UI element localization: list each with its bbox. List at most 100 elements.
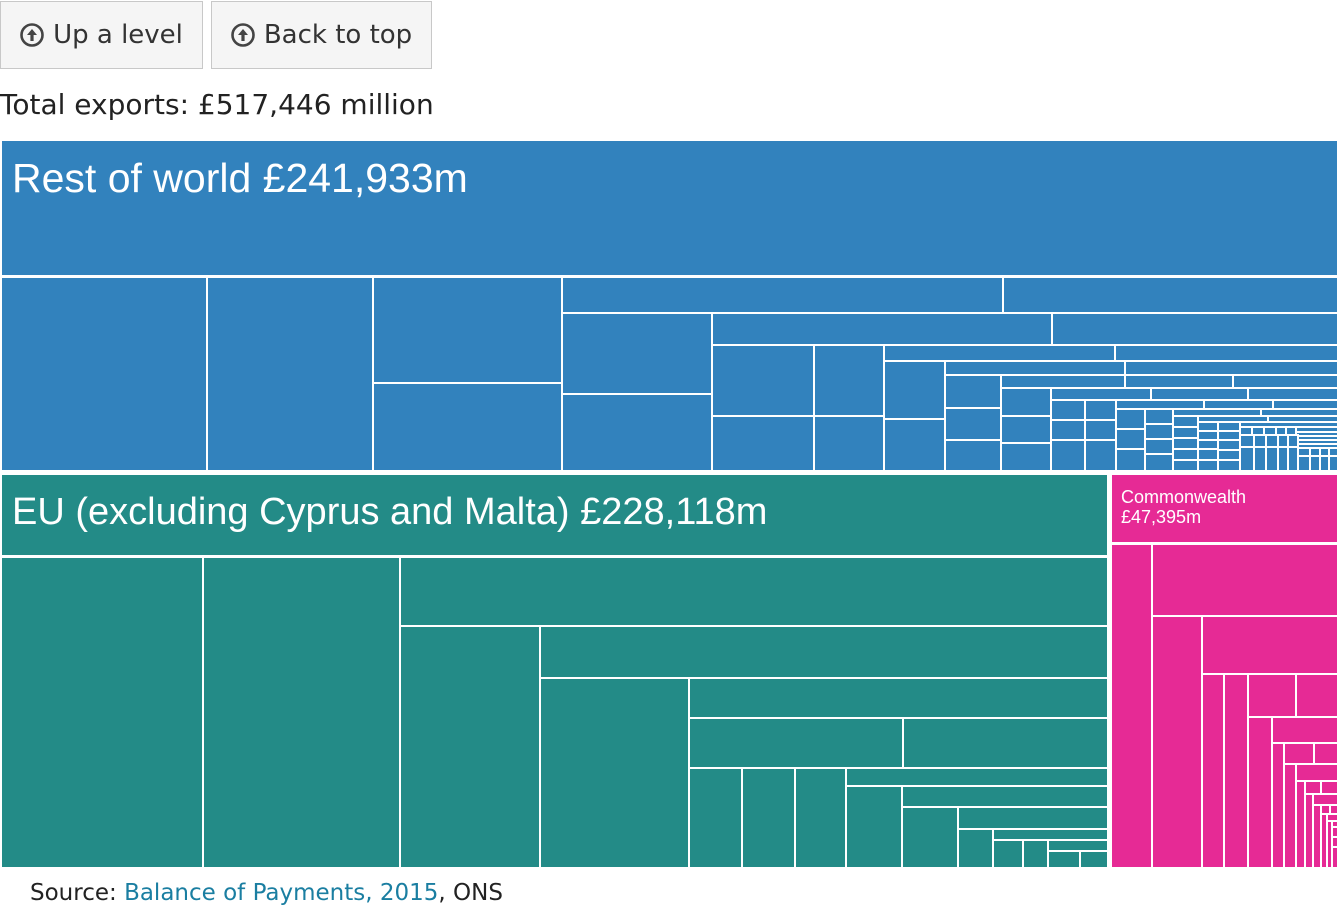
tile-commonwealth-4[interactable] — [1201, 673, 1225, 869]
tile-rest-of-world-79[interactable] — [1287, 434, 1299, 448]
back-to-top-button[interactable]: Back to top — [211, 1, 432, 69]
tile-rest-of-world-43[interactable] — [1115, 448, 1146, 472]
tile-rest-of-world-89[interactable] — [1309, 447, 1321, 457]
tile-rest-of-world-31[interactable] — [1247, 387, 1338, 401]
tile-rest-of-world-12[interactable] — [813, 344, 885, 417]
tile-commonwealth-29[interactable] — [1331, 846, 1338, 869]
tile-rest-of-world-76[interactable] — [1253, 434, 1267, 448]
tile-rest-of-world-38[interactable] — [1115, 399, 1205, 410]
tile-rest-of-world-52[interactable] — [1172, 437, 1199, 450]
treemap-group-eu[interactable] — [0, 473, 1109, 869]
tile-rest-of-world-87[interactable] — [1287, 446, 1299, 472]
tile-rest-of-world-78[interactable] — [1277, 434, 1289, 448]
tile-rest-of-world-23[interactable] — [1000, 374, 1126, 389]
tile-commonwealth-17[interactable] — [1320, 780, 1338, 795]
tile-commonwealth-3[interactable] — [1201, 615, 1338, 675]
tile-rest-of-world-16[interactable] — [883, 360, 946, 420]
tile-rest-of-world-95[interactable] — [1328, 455, 1338, 472]
tile-eu-13[interactable] — [845, 785, 903, 869]
tile-rest-of-world-51[interactable] — [1172, 426, 1199, 439]
tile-rest-of-world-15[interactable] — [1114, 344, 1338, 362]
tile-eu-2[interactable] — [399, 556, 1109, 627]
tile-commonwealth-9[interactable] — [1271, 716, 1338, 744]
tile-commonwealth-0[interactable] — [1110, 543, 1153, 869]
tile-rest-of-world-62[interactable] — [1217, 421, 1241, 432]
tile-eu-8[interactable] — [902, 717, 1109, 769]
tile-eu-14[interactable] — [901, 785, 1109, 808]
tile-rest-of-world-53[interactable] — [1172, 448, 1199, 461]
tile-rest-of-world-29[interactable] — [1050, 387, 1152, 401]
tile-rest-of-world-85[interactable] — [1265, 446, 1279, 472]
tile-rest-of-world-11[interactable] — [711, 415, 815, 472]
tile-rest-of-world-69[interactable] — [1251, 426, 1265, 436]
tile-commonwealth-22[interactable] — [1329, 804, 1338, 815]
tile-commonwealth-15[interactable] — [1295, 780, 1306, 869]
tile-rest-of-world-49[interactable] — [1260, 408, 1338, 417]
tile-rest-of-world-58[interactable] — [1197, 430, 1219, 441]
tile-rest-of-world-71[interactable] — [1275, 426, 1287, 436]
tile-rest-of-world-61[interactable] — [1197, 459, 1219, 472]
tile-eu-3[interactable] — [399, 625, 541, 869]
tile-rest-of-world-88[interactable] — [1297, 447, 1311, 457]
tile-rest-of-world-36[interactable] — [1050, 439, 1086, 472]
tile-rest-of-world-33[interactable] — [1084, 399, 1117, 421]
tile-rest-of-world-19[interactable] — [1124, 360, 1338, 376]
tile-rest-of-world-90[interactable] — [1319, 447, 1330, 457]
tile-eu-23[interactable] — [1079, 850, 1109, 869]
tile-rest-of-world-24[interactable] — [1124, 374, 1234, 389]
tile-rest-of-world-92[interactable] — [1297, 455, 1311, 472]
up-a-level-button[interactable]: Up a level — [0, 1, 203, 69]
tile-rest-of-world-64[interactable] — [1217, 439, 1241, 451]
tile-rest-of-world-68[interactable] — [1239, 426, 1253, 436]
tile-rest-of-world-2[interactable] — [372, 276, 563, 384]
tile-commonwealth-1[interactable] — [1151, 543, 1338, 617]
tile-rest-of-world-37[interactable] — [1084, 439, 1117, 472]
tile-rest-of-world-39[interactable] — [1203, 399, 1274, 410]
tile-commonwealth-10[interactable] — [1271, 742, 1285, 869]
tile-rest-of-world-57[interactable] — [1197, 421, 1219, 432]
tile-rest-of-world-17[interactable] — [883, 418, 946, 472]
tile-commonwealth-11[interactable] — [1283, 742, 1315, 765]
tile-rest-of-world-1[interactable] — [206, 276, 374, 472]
tile-rest-of-world-32[interactable] — [1050, 399, 1086, 421]
tile-rest-of-world-54[interactable] — [1172, 459, 1199, 472]
tile-commonwealth-13[interactable] — [1283, 763, 1297, 869]
tile-rest-of-world-27[interactable] — [1000, 415, 1052, 444]
tile-eu-20[interactable] — [1022, 839, 1049, 869]
tile-rest-of-world-60[interactable] — [1197, 448, 1219, 461]
tile-rest-of-world-5[interactable] — [1002, 276, 1338, 314]
tile-rest-of-world-3[interactable] — [372, 382, 563, 472]
tile-rest-of-world-42[interactable] — [1115, 428, 1146, 450]
tile-eu-10[interactable] — [741, 767, 796, 869]
tile-rest-of-world-25[interactable] — [1232, 374, 1338, 389]
tile-rest-of-world-10[interactable] — [711, 344, 815, 417]
tile-commonwealth-28[interactable] — [1331, 836, 1338, 848]
tile-rest-of-world-9[interactable] — [1051, 312, 1338, 346]
tile-eu-6[interactable] — [688, 677, 1109, 719]
tile-eu-header[interactable] — [0, 473, 1109, 557]
tile-eu-12[interactable] — [845, 767, 1109, 787]
tile-rest-of-world-94[interactable] — [1319, 455, 1330, 472]
tile-eu-16[interactable] — [957, 806, 1109, 830]
tile-eu-5[interactable] — [539, 677, 690, 869]
tile-rest-of-world-14[interactable] — [883, 344, 1116, 362]
tile-rest-of-world-22[interactable] — [944, 439, 1002, 472]
tile-rest-of-world-8[interactable] — [711, 312, 1053, 346]
tile-rest-of-world-63[interactable] — [1217, 430, 1241, 441]
tile-rest-of-world-72[interactable] — [1285, 426, 1297, 436]
tile-eu-4[interactable] — [539, 625, 1109, 679]
tile-rest-of-world-6[interactable] — [561, 312, 713, 395]
tile-rest-of-world-46[interactable] — [1144, 438, 1174, 455]
tile-rest-of-world-45[interactable] — [1144, 423, 1174, 440]
tile-commonwealth-7[interactable] — [1295, 673, 1338, 718]
tile-eu-0[interactable] — [0, 556, 204, 869]
tile-rest-of-world-13[interactable] — [813, 415, 885, 472]
tile-rest-of-world-7[interactable] — [561, 393, 713, 472]
tile-rest-of-world-50[interactable] — [1172, 415, 1199, 428]
tile-commonwealth-12[interactable] — [1313, 742, 1338, 765]
tile-eu-1[interactable] — [202, 556, 401, 869]
tile-eu-22[interactable] — [1047, 850, 1081, 869]
tile-commonwealth-14[interactable] — [1295, 763, 1338, 782]
tile-rest-of-world-47[interactable] — [1144, 453, 1174, 472]
tile-commonwealth-27[interactable] — [1331, 826, 1338, 838]
